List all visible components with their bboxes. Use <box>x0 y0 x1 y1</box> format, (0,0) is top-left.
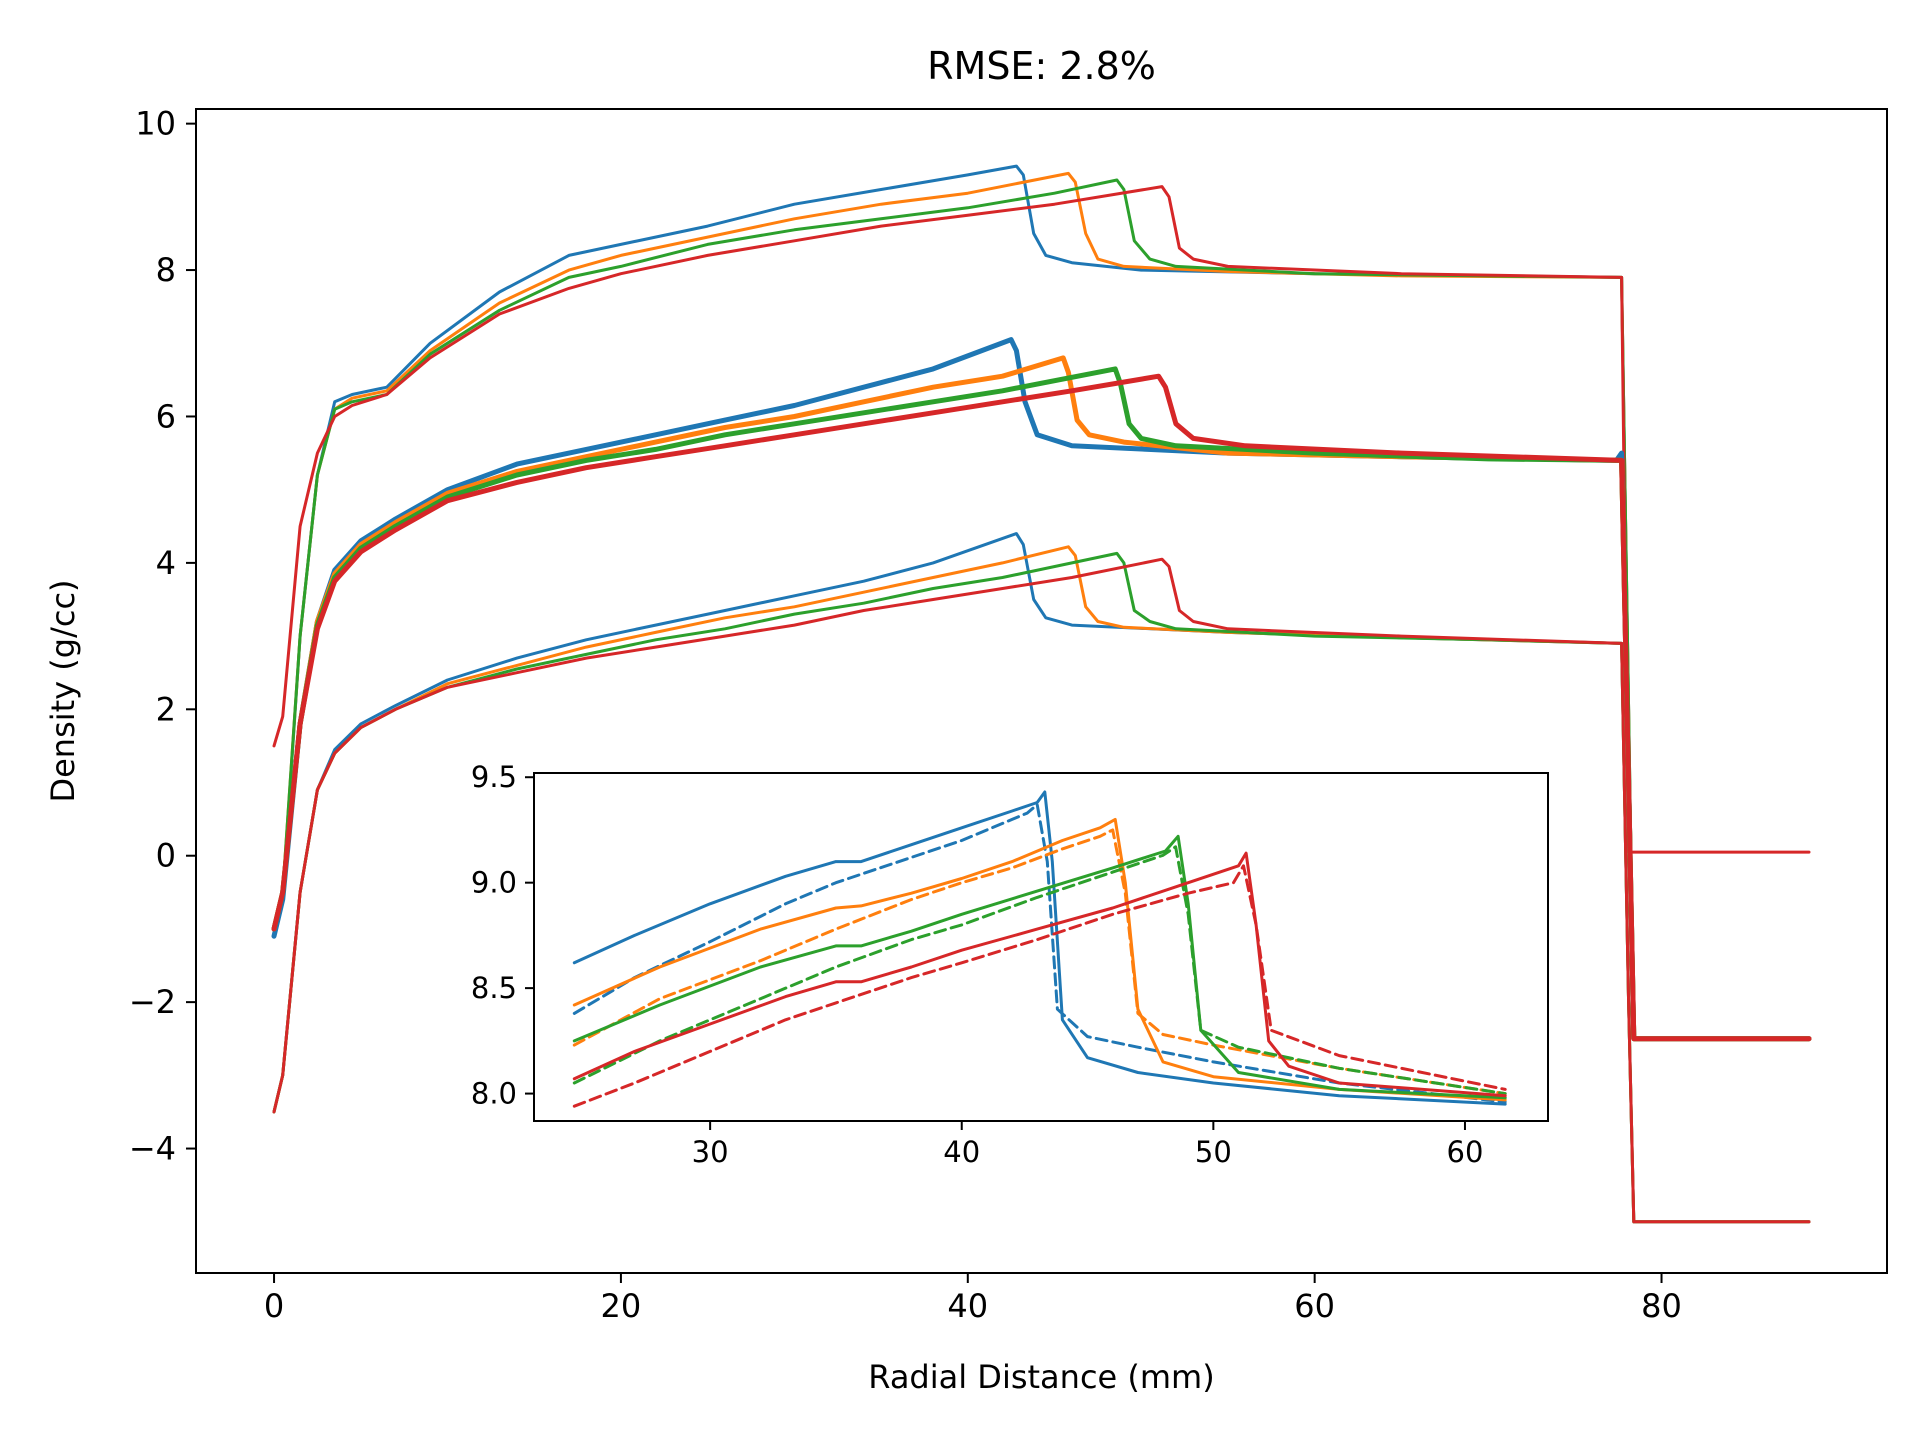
inset-y-tick-label: 8.5 <box>471 971 517 1005</box>
inset-x-tick-label: 60 <box>1447 1135 1484 1169</box>
main-y-tick-label: 8 <box>156 251 176 289</box>
main-y-ticks: −4 −2 0 2 4 6 8 10 <box>129 105 196 1168</box>
inset-y-tick-label: 9.5 <box>471 760 517 794</box>
main-x-tick-label: 60 <box>1294 1287 1335 1325</box>
inset-series-blue-dashed <box>572 803 1507 1104</box>
inset-x-tick-label: 30 <box>692 1135 729 1169</box>
inset-series-orange-dashed <box>572 828 1507 1096</box>
chart-title: RMSE: 2.8% <box>927 44 1156 88</box>
main-x-tick-label: 0 <box>264 1287 284 1325</box>
main-series-red-offset-2 <box>272 557 1811 1224</box>
main-x-tick-label: 40 <box>947 1287 988 1325</box>
inset-series-red-dashed <box>572 864 1507 1108</box>
inset-axes-frame <box>533 772 1549 1122</box>
inset-x-tick-label: 50 <box>1195 1135 1232 1169</box>
inset-series-red-solid <box>572 851 1507 1098</box>
main-series-group <box>271 164 1812 1224</box>
main-axes: 0 20 40 60 80 −4 −2 0 2 4 6 8 10 RMSE: 2.8% Radial … <box>44 44 1888 1396</box>
y-axis-label: Density (g/cc) <box>44 579 82 802</box>
inset-x-ticks: 30 40 50 60 <box>692 1121 1484 1169</box>
main-y-tick-label: 10 <box>135 105 176 143</box>
main-y-tick-label: 6 <box>156 397 176 435</box>
main-x-ticks: 0 20 40 60 80 <box>264 1273 1682 1325</box>
main-x-tick-label: 20 <box>601 1287 642 1325</box>
main-y-tick-label: 2 <box>156 690 176 728</box>
inset-series-blue-solid <box>572 790 1507 1106</box>
main-axes-frame <box>195 108 1888 1274</box>
inset-y-tick-label: 9.0 <box>471 866 517 900</box>
inset-series-green-dashed <box>572 845 1507 1096</box>
main-x-tick-label: 80 <box>1641 1287 1682 1325</box>
inset-axes: 30 40 50 60 8.0 8.5 9.0 9.5 <box>471 760 1549 1169</box>
main-series-red-offset-5 <box>271 373 1812 1042</box>
inset-series-green-solid <box>572 834 1507 1100</box>
inset-series-orange-solid <box>572 817 1507 1102</box>
inset-y-ticks: 8.0 8.5 9.0 9.5 <box>471 760 534 1111</box>
main-y-tick-label: −4 <box>129 1130 176 1168</box>
main-y-tick-label: 4 <box>156 544 176 582</box>
main-series-red-offset-8 <box>272 185 1811 854</box>
x-axis-label: Radial Distance (mm) <box>868 1358 1214 1396</box>
inset-y-tick-label: 8.0 <box>471 1077 517 1111</box>
main-y-tick-label: 0 <box>156 837 176 875</box>
main-y-tick-label: −2 <box>129 983 176 1021</box>
inset-series-group <box>572 790 1507 1108</box>
inset-x-tick-label: 40 <box>943 1135 980 1169</box>
